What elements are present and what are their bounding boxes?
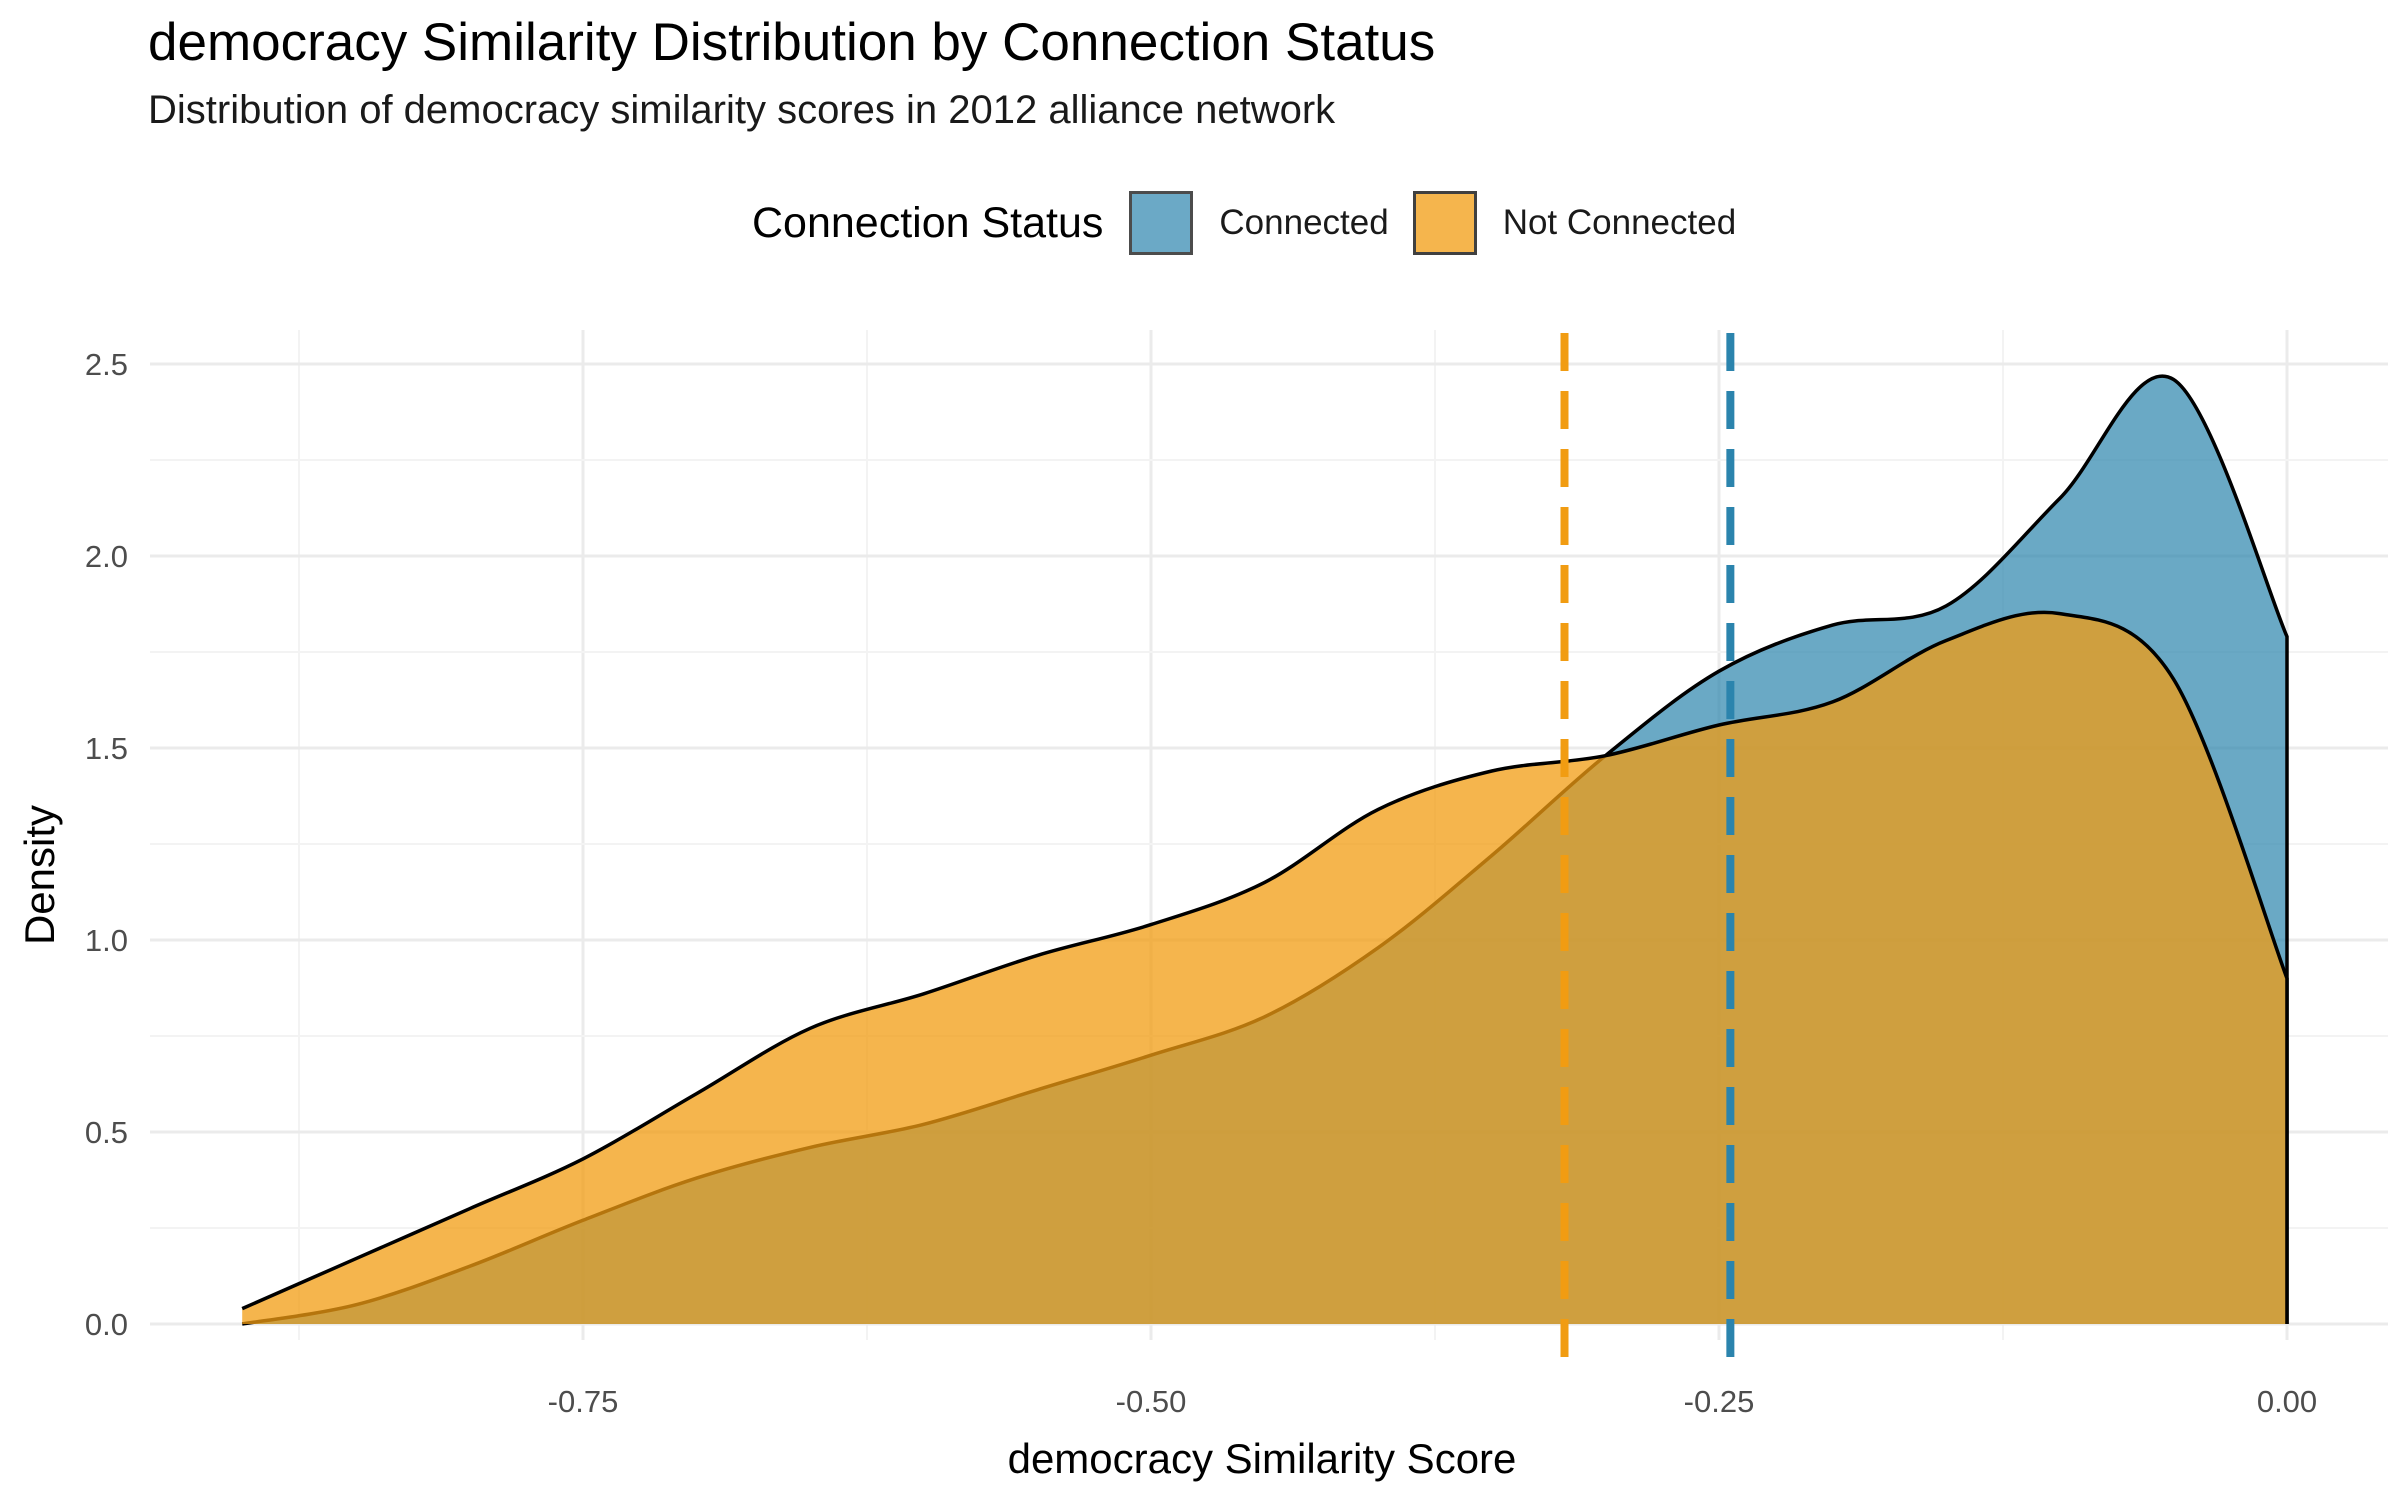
y-tick-label: 2.5 [85,347,128,382]
legend-label-connected: Connected [1219,203,1389,242]
y-tick-label: 0.0 [85,1307,128,1342]
y-axis-ticks: 0.0 0.5 1.0 1.5 2.0 2.5 [85,347,128,1342]
y-tick-label: 1.0 [85,923,128,958]
x-tick-label: 0.00 [2257,1384,2317,1419]
legend-key-connected [1129,191,1194,255]
density-outline-not-connected [241,610,2289,1324]
x-tick-label: -0.25 [1684,1384,1755,1419]
x-axis-ticks: -0.75 -0.50 -0.25 0.00 [548,1384,2318,1419]
y-tick-label: 0.5 [85,1115,128,1150]
x-tick-label: -0.50 [1116,1384,1187,1419]
legend-item-not-connected: Not Connected [1412,191,1737,255]
density-area-not-connected [242,612,2288,1324]
x-axis-title: democracy Similarity Score [1008,1435,1517,1482]
legend-key-not-connected [1412,191,1477,255]
chart-title: democracy Similarity Distribution by Con… [148,13,1436,72]
legend-item-connected: Connected [1129,191,1389,255]
y-axis-title: Density [16,805,63,945]
legend: Connection Status Connected Not Connecte… [752,188,1760,258]
y-tick-label: 2.0 [85,539,128,574]
density-areas [241,374,2289,1326]
legend-title: Connection Status [752,198,1104,247]
x-tick-label: -0.75 [548,1384,619,1419]
y-tick-label: 1.5 [85,731,128,766]
legend-label-not-connected: Not Connected [1502,203,1737,242]
chart-subtitle: Distribution of democracy similarity sco… [148,88,1336,132]
